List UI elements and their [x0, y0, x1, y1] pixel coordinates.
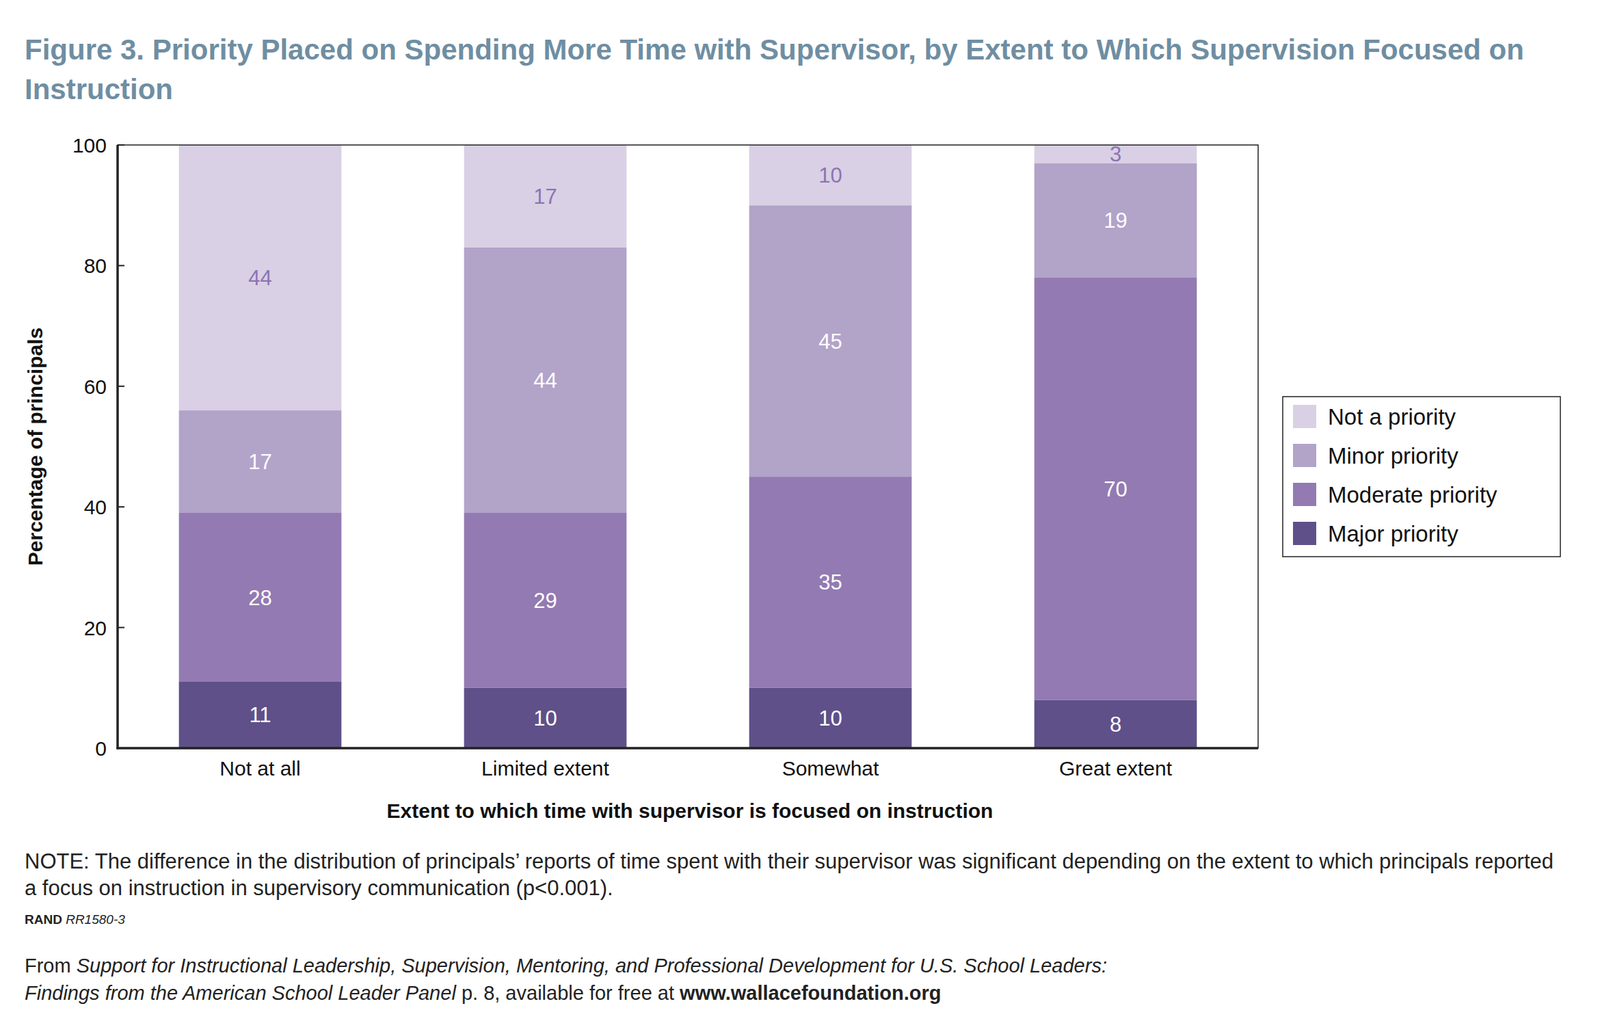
x-axis-title: Extent to which time with supervisor is … — [387, 799, 994, 822]
credit: RAND RR1580-3 — [24, 912, 126, 928]
data-label: 17 — [533, 184, 557, 209]
legend-box — [1282, 396, 1561, 557]
y-tick-label: 40 — [84, 495, 107, 519]
data-label: 44 — [533, 368, 557, 393]
chart-svg: 11 10 10 8 28 29 35 70 17 44 45 19 44 17 10 3 0 20 40 60 80 1… — [0, 0, 1600, 829]
footer-url: www.wallacefoundation.org — [679, 981, 941, 1004]
y-tick — [117, 385, 125, 388]
y-tick-label: 100 — [72, 134, 107, 157]
y-axis-title: Percentage of principals — [23, 327, 47, 566]
x-tick-label: Not at all — [219, 756, 301, 780]
y-tick-label: 80 — [84, 254, 107, 277]
bar-segment — [179, 144, 342, 411]
y-tick — [117, 144, 125, 146]
data-label: 29 — [533, 588, 557, 613]
bar-segment — [179, 681, 342, 749]
bar-segment — [749, 205, 913, 477]
data-label: 19 — [1103, 208, 1127, 233]
legend-swatch — [1292, 482, 1317, 506]
bar-segment — [1034, 277, 1198, 700]
data-label: 17 — [248, 449, 272, 474]
data-label: 44 — [248, 265, 272, 290]
bar-segment — [464, 512, 628, 688]
x-tick-label: Limited extent — [481, 756, 610, 780]
y-tick — [117, 505, 125, 508]
note: NOTE: The difference in the distribution… — [24, 847, 1570, 902]
bar-segment — [464, 687, 628, 749]
x-axis-line — [116, 746, 1259, 750]
bars — [179, 144, 1198, 749]
y-axis-line — [116, 144, 119, 750]
data-label: 35 — [818, 570, 842, 595]
data-label: 45 — [818, 329, 842, 354]
y-tick-label: 20 — [84, 616, 107, 640]
plot-frame — [117, 144, 1259, 749]
data-label: 10 — [533, 706, 557, 731]
data-label: 10 — [818, 706, 842, 731]
bar-segment — [749, 144, 913, 206]
legend-label: Not a priority — [1327, 404, 1457, 430]
legend-swatch — [1292, 521, 1317, 545]
legend-swatch — [1292, 443, 1317, 468]
legend-label: Major priority — [1327, 521, 1459, 547]
legend-label: Moderate priority — [1327, 482, 1498, 508]
legend-swatch — [1292, 404, 1317, 429]
y-tick — [117, 627, 125, 629]
data-label: 3 — [1109, 142, 1122, 167]
credit-org: RAND — [24, 912, 63, 927]
data-label: 11 — [248, 702, 271, 727]
legend: Not a priority Minor priority Moderate pri… — [1282, 396, 1561, 557]
data-label: 28 — [248, 585, 272, 610]
footer-title: Findings from the American School Leader… — [24, 981, 457, 1004]
x-tick-label: Somewhat — [782, 756, 880, 780]
bar-segment — [1034, 162, 1198, 278]
legend-label: Minor priority — [1327, 443, 1459, 469]
y-tick — [117, 264, 125, 266]
footer-prefix: From — [24, 954, 77, 977]
chart-title: Figure 3. Priority Placed on Spending Mo… — [24, 30, 1570, 110]
credit-id: RR1580-3 — [65, 912, 126, 927]
bar-segment — [464, 144, 628, 248]
bar-segment — [179, 512, 342, 682]
bar-segment — [749, 687, 913, 749]
y-tick-label: 60 — [84, 375, 107, 398]
data-labels: 11 10 10 8 28 29 35 70 17 44 45 19 44 17 10 3 — [248, 142, 1127, 736]
bar-segment — [464, 247, 628, 513]
data-label: 70 — [1103, 477, 1127, 502]
bar-segment — [749, 476, 913, 688]
footer-title: Support for Instructional Leadership, Su… — [76, 954, 1108, 977]
bar-segment — [179, 410, 342, 513]
data-label: 10 — [818, 163, 842, 188]
data-label: 8 — [1109, 712, 1122, 737]
y-tick — [117, 747, 125, 749]
footer-suffix: p. 8, available for free at — [456, 981, 680, 1004]
bar-segment — [1034, 699, 1198, 749]
x-tick-label: Great extent — [1059, 756, 1173, 780]
y-tick-label: 0 — [95, 737, 107, 760]
footer: From Support for Instructional Leadershi… — [24, 951, 1108, 1007]
